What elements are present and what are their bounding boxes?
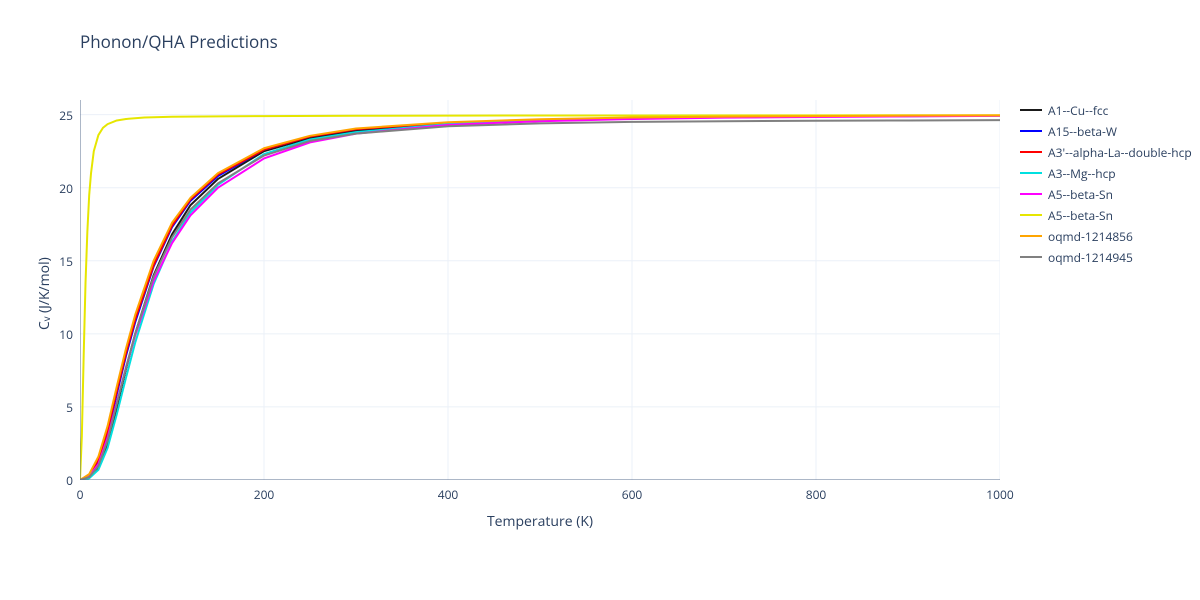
legend: A1--Cu--fcc A15--beta-W A3'--alpha-La--dou… [1020, 100, 1192, 268]
legend-item[interactable]: A3'--alpha-La--double-hcp [1020, 142, 1192, 162]
y-tick-label: 15 [45, 253, 73, 270]
legend-item[interactable]: A3--Mg--hcp [1020, 163, 1192, 183]
legend-swatch [1020, 193, 1042, 195]
legend-label: A5--beta-Sn [1048, 207, 1113, 224]
legend-label: A3--Mg--hcp [1048, 165, 1116, 182]
y-tick-label: 25 [45, 107, 73, 124]
legend-item[interactable]: A5--beta-Sn [1020, 205, 1192, 225]
series-line[interactable] [80, 115, 1000, 480]
y-tick-label: 20 [45, 180, 73, 197]
legend-label: A15--beta-W [1048, 123, 1117, 140]
legend-item[interactable]: A15--beta-W [1020, 121, 1192, 141]
legend-label: A1--Cu--fcc [1048, 102, 1108, 119]
chart-title: Phonon/QHA Predictions [80, 30, 278, 53]
y-axis-title-wrap: Cᵥ (J/K/mol) [25, 100, 45, 480]
series-line[interactable] [80, 115, 1000, 480]
x-tick-label: 200 [249, 486, 279, 503]
series-line[interactable] [80, 115, 1000, 480]
x-tick-label: 1000 [985, 486, 1015, 503]
y-tick-label: 0 [45, 472, 73, 489]
legend-item[interactable]: oqmd-1214945 [1020, 247, 1192, 267]
x-axis-title: Temperature (K) [80, 512, 1000, 531]
legend-item[interactable]: oqmd-1214856 [1020, 226, 1192, 246]
legend-swatch [1020, 235, 1042, 237]
legend-item[interactable]: A5--beta-Sn [1020, 184, 1192, 204]
series-line[interactable] [80, 116, 1000, 480]
legend-swatch [1020, 172, 1042, 174]
legend-label: oqmd-1214945 [1048, 249, 1133, 266]
series-line[interactable] [80, 116, 1000, 480]
y-tick-label: 5 [45, 399, 73, 416]
legend-swatch [1020, 109, 1042, 111]
legend-item[interactable]: A1--Cu--fcc [1020, 100, 1192, 120]
legend-swatch [1020, 151, 1042, 153]
plot-svg [80, 100, 1000, 480]
series-line[interactable] [80, 115, 1000, 480]
legend-swatch [1020, 130, 1042, 132]
legend-label: A3'--alpha-La--double-hcp [1048, 144, 1192, 161]
chart-container: Phonon/QHA Predictions Cᵥ (J/K/mol) 0 200… [0, 0, 1200, 600]
series-line[interactable] [80, 116, 1000, 480]
legend-swatch [1020, 214, 1042, 216]
plot-area [80, 100, 1000, 480]
x-tick-label: 400 [433, 486, 463, 503]
legend-swatch [1020, 256, 1042, 258]
x-tick-label: 800 [801, 486, 831, 503]
legend-label: oqmd-1214856 [1048, 228, 1133, 245]
y-tick-label: 10 [45, 326, 73, 343]
x-tick-label: 600 [617, 486, 647, 503]
legend-label: A5--beta-Sn [1048, 186, 1113, 203]
